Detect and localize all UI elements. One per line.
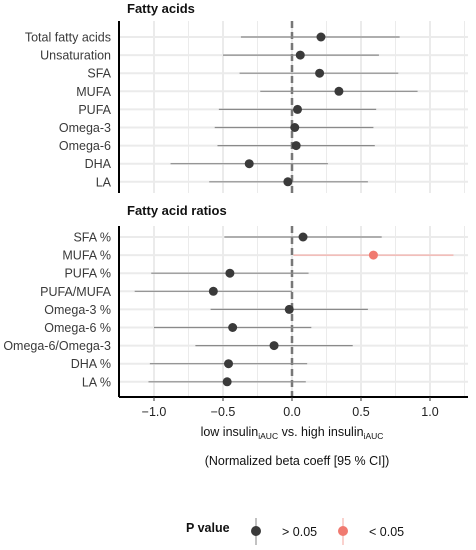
row-label: Unsaturation xyxy=(40,49,111,63)
estimate-point xyxy=(298,232,308,242)
row-label: Omega-3 % xyxy=(44,303,111,317)
estimate-point xyxy=(293,104,303,114)
estimate-point xyxy=(283,177,293,187)
estimate-point xyxy=(228,323,238,332)
estimate-point xyxy=(368,250,378,260)
x-axis-subtitle: (Normalized beta coeff [95 % CI]) xyxy=(205,454,390,468)
panel-fatty-acid-ratios: Fatty acid ratios SFA % MUFA % PUFA % PUFA/M… xyxy=(3,203,454,397)
estimate-point xyxy=(225,268,235,278)
estimate-point xyxy=(290,123,300,132)
x-tick-label: 1.0 xyxy=(421,405,438,419)
panels: Fatty acids Total fatty acids Unsaturation… xyxy=(3,1,454,397)
panel-title: Fatty acid ratios xyxy=(127,203,227,218)
x-tick-label: 0.0 xyxy=(283,405,300,419)
row-label: DHA % xyxy=(71,357,111,371)
x-axis-title: low insuliniAUC vs. high insuliniAUC xyxy=(201,425,384,441)
estimate-point xyxy=(295,50,305,60)
row-label: Total fatty acids xyxy=(25,31,111,45)
x-tick-label: −1.0 xyxy=(142,405,167,419)
estimate-point xyxy=(291,141,301,151)
legend-key-point xyxy=(338,526,348,536)
estimate-point xyxy=(334,86,344,96)
estimate-point xyxy=(222,377,232,387)
legend-title: P value xyxy=(186,521,230,535)
x-axis-title-subscript: iAUC xyxy=(364,431,384,441)
estimate-point xyxy=(244,159,254,169)
row-label: MUFA xyxy=(76,85,111,99)
estimate-point xyxy=(315,68,325,78)
estimate-point xyxy=(284,304,294,314)
row-label: DHA xyxy=(85,157,112,171)
estimate-point xyxy=(224,359,234,369)
x-axis-title-part: low insulin xyxy=(201,425,259,439)
panel-fatty-acids: Fatty acids Total fatty acids Unsaturation… xyxy=(25,1,418,193)
estimate-point xyxy=(269,341,279,351)
x-tick-label: −0.5 xyxy=(211,405,236,419)
x-tick-label: 0.5 xyxy=(352,405,369,419)
row-label: Omega-6/Omega-3 xyxy=(3,339,111,353)
legend: P value > 0.05 < 0.05 xyxy=(186,518,404,545)
row-label: LA xyxy=(96,175,112,189)
panel-title: Fatty acids xyxy=(127,1,195,16)
row-label: SFA xyxy=(87,67,111,81)
row-label: Omega-3 xyxy=(59,121,111,135)
estimate-point xyxy=(316,32,326,42)
row-label: PUFA xyxy=(78,103,111,117)
legend-key-point xyxy=(251,526,261,536)
row-label: Omega-6 % xyxy=(44,321,111,335)
row-label: MUFA % xyxy=(62,249,111,263)
row-label: PUFA % xyxy=(64,267,111,281)
legend-item-label: > 0.05 xyxy=(282,525,317,539)
x-axis-title-subscript: iAUC xyxy=(258,431,278,441)
estimate-point xyxy=(208,286,218,296)
legend-item-label: < 0.05 xyxy=(369,525,404,539)
row-label: Omega-6 xyxy=(59,139,111,153)
x-axis-title-part: vs. high insulin xyxy=(278,425,364,439)
row-label: PUFA/MUFA xyxy=(40,285,112,299)
row-label: SFA % xyxy=(73,231,111,245)
row-label: LA % xyxy=(82,375,111,389)
